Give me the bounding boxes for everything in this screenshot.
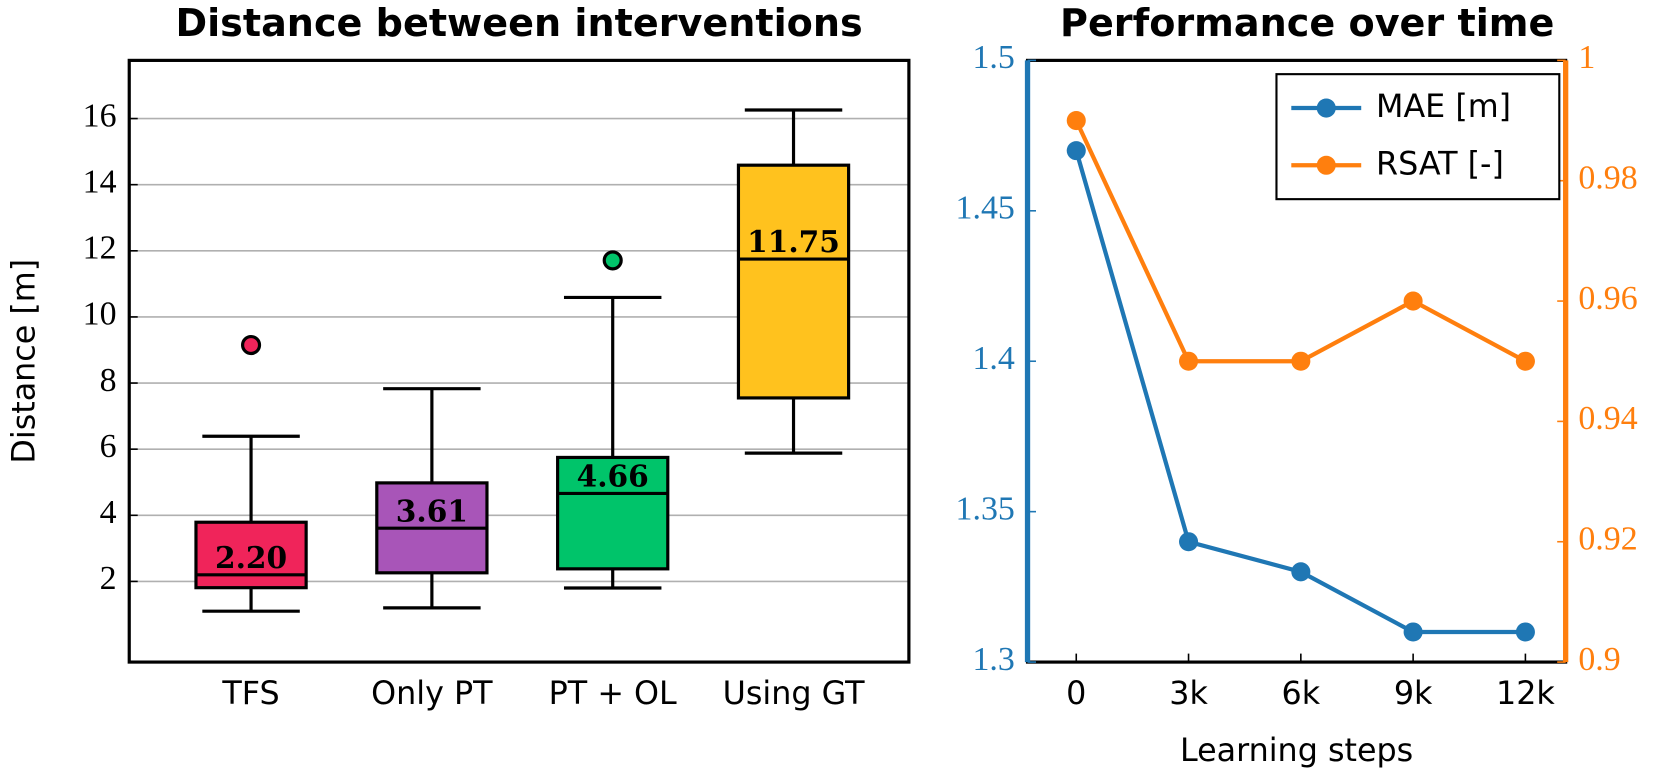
chart-title: Distance between interventions — [175, 1, 862, 45]
median-label: 2.20 — [215, 540, 287, 575]
y-tick-label: 1.5 — [972, 39, 1014, 76]
point — [1066, 141, 1086, 161]
point — [1179, 532, 1199, 552]
x-tick-label: 9k — [1394, 676, 1433, 712]
y-tick-label: 2 — [100, 560, 117, 597]
y2-tick-label: 0.92 — [1578, 521, 1637, 558]
x-axis-label: Learning steps — [1180, 733, 1413, 769]
line — [1074, 150, 1526, 635]
legend-label: RSAT [-] — [1376, 146, 1504, 182]
chart-title: Performance over time — [1060, 1, 1554, 45]
point — [1179, 351, 1199, 371]
outlier — [240, 334, 262, 356]
y-tick-label: 14 — [83, 163, 117, 200]
legend-marker — [1316, 155, 1336, 175]
y-tick-label: 1.4 — [972, 340, 1014, 377]
x-tick-label: Only PT — [371, 676, 493, 712]
y-tick-label: 1.45 — [956, 190, 1015, 227]
y-tick-label: 1.3 — [972, 641, 1014, 678]
point — [1403, 291, 1423, 311]
point — [1291, 351, 1311, 371]
median-label: 3.61 — [396, 493, 468, 528]
y2-tick-label: 0.98 — [1578, 160, 1637, 197]
box — [556, 455, 670, 571]
point — [1291, 562, 1311, 582]
y2-tick-label: 0.94 — [1578, 400, 1637, 437]
x-tick-label: 3k — [1169, 676, 1208, 712]
y2-tick-label: 0.9 — [1578, 641, 1620, 678]
plot-frame — [127, 58, 911, 664]
y-tick-label: 4 — [100, 494, 117, 531]
y-tick-label: 16 — [83, 97, 117, 134]
y-tick-label: 12 — [83, 230, 117, 267]
y-axis-label: Distance [m] — [6, 259, 42, 464]
median-label: 11.75 — [747, 224, 840, 259]
y2-tick-label: 0.96 — [1578, 280, 1637, 317]
box — [194, 520, 308, 590]
outlier — [602, 250, 623, 271]
y-tick-label: 6 — [100, 428, 117, 465]
x-tick-label: 12k — [1496, 676, 1555, 712]
y-tick-label: 8 — [100, 362, 117, 399]
x-tick-label: TFS — [221, 676, 279, 712]
y-tick-label: 10 — [83, 296, 117, 333]
y-tick-label: 1.35 — [956, 490, 1015, 527]
point — [1403, 622, 1423, 642]
y2-tick-label: 1 — [1578, 39, 1595, 76]
x-tick-label: 6k — [1282, 676, 1321, 712]
point — [1515, 622, 1535, 642]
legend-label: MAE [m] — [1376, 89, 1511, 125]
box — [736, 163, 851, 400]
point — [1515, 351, 1535, 371]
x-tick-label: Using GT — [723, 676, 866, 712]
x-tick-label: PT + OL — [549, 676, 677, 712]
x-tick-label: 0 — [1066, 676, 1086, 712]
legend-marker — [1316, 98, 1336, 118]
point — [1066, 111, 1086, 131]
median-label: 4.66 — [577, 459, 649, 494]
legend — [1275, 73, 1561, 201]
